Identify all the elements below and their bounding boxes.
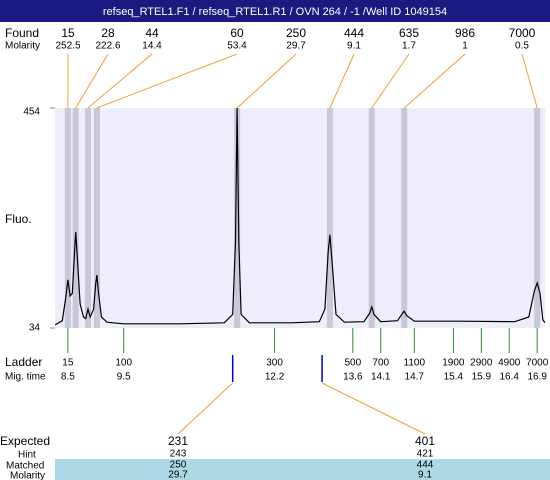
title: refseq_RTEL1.F1 / refseq_RTEL1.R1 / OVN … — [103, 6, 447, 18]
expected-connector — [177, 382, 234, 435]
found-connector — [96, 53, 238, 109]
ladder-time: 14.7 — [405, 372, 425, 383]
found-connector — [236, 53, 297, 109]
found-molarity: 14.4 — [142, 41, 162, 52]
found-molarity: 53.4 — [227, 41, 247, 52]
matched-molarity: 29.7 — [168, 470, 188, 480]
found-size: 7000 — [509, 26, 536, 40]
found-label: Found — [5, 26, 39, 40]
found-band — [234, 108, 241, 328]
matched-molarity: 9.1 — [418, 470, 432, 480]
found-connector — [371, 53, 410, 109]
hint-size: 421 — [417, 449, 434, 460]
found-band — [326, 108, 333, 328]
ladder-time: 8.5 — [61, 372, 75, 383]
mig-time-label: Mig. time — [5, 372, 46, 383]
ladder-time: 14.1 — [371, 372, 391, 383]
matched-band — [55, 459, 550, 480]
ladder-time: 16.9 — [527, 372, 547, 383]
ladder-size: 300 — [266, 358, 283, 369]
ladder-time: 12.2 — [265, 372, 285, 383]
found-band — [72, 108, 79, 328]
ladder-size: 700 — [372, 358, 389, 369]
expected-label: Expected — [0, 434, 50, 448]
ladder-time: 15.9 — [472, 372, 492, 383]
ladder-size: 15 — [62, 358, 74, 369]
found-molarity: 1.7 — [402, 41, 416, 52]
matched-size: 444 — [417, 460, 434, 471]
found-size: 15 — [61, 26, 75, 40]
found-molarity: 222.6 — [95, 41, 120, 52]
y-tick-label: 454 — [23, 107, 40, 118]
found-size: 44 — [145, 26, 159, 40]
found-band — [534, 108, 541, 328]
found-connector — [403, 53, 466, 109]
ladder-size: 1100 — [404, 358, 426, 369]
ladder-time: 9.5 — [117, 372, 131, 383]
exp-molarity-label: Molarity — [10, 471, 45, 480]
molarity-label: Molarity — [5, 41, 40, 52]
found-molarity: 0.5 — [515, 41, 529, 52]
hint-label: Hint — [18, 450, 36, 461]
expected-size: 231 — [168, 434, 188, 448]
expected-size: 401 — [415, 434, 435, 448]
found-connector — [87, 53, 153, 109]
ladder-size: 1900 — [442, 358, 465, 369]
found-size: 250 — [286, 26, 306, 40]
ladder-label: Ladder — [5, 355, 42, 369]
found-band — [368, 108, 375, 328]
found-molarity: 1 — [462, 41, 468, 52]
found-connector — [521, 53, 538, 109]
ladder-time: 15.4 — [444, 372, 464, 383]
plot-area — [55, 108, 545, 328]
found-molarity: 9.1 — [347, 41, 361, 52]
found-band — [93, 108, 100, 328]
found-connector — [75, 53, 109, 109]
y-label: Fluo. — [5, 212, 32, 226]
matched-label: Matched — [6, 461, 44, 472]
title-bar — [0, 0, 550, 22]
found-band — [64, 108, 71, 328]
found-connector — [329, 53, 355, 109]
ladder-time: 13.6 — [343, 372, 363, 383]
ladder-size: 100 — [115, 358, 132, 369]
ladder-time: 16.4 — [500, 372, 520, 383]
trace — [55, 108, 545, 326]
expected-connector — [321, 382, 426, 435]
ladder-size: 2900 — [470, 358, 493, 369]
found-size: 444 — [344, 26, 364, 40]
y-tick-label: 34 — [29, 323, 41, 334]
found-band — [84, 108, 91, 328]
found-size: 635 — [399, 26, 419, 40]
found-molarity: 252.5 — [55, 41, 80, 52]
ladder-size: 4900 — [498, 358, 521, 369]
ladder-size: 500 — [344, 358, 361, 369]
matched-size: 250 — [170, 460, 187, 471]
hint-size: 243 — [170, 449, 187, 460]
found-band — [401, 108, 408, 328]
ladder-size: 7000 — [526, 358, 549, 369]
found-size: 60 — [230, 26, 244, 40]
found-molarity: 29.7 — [286, 41, 306, 52]
found-size: 28 — [101, 26, 115, 40]
found-size: 986 — [455, 26, 475, 40]
